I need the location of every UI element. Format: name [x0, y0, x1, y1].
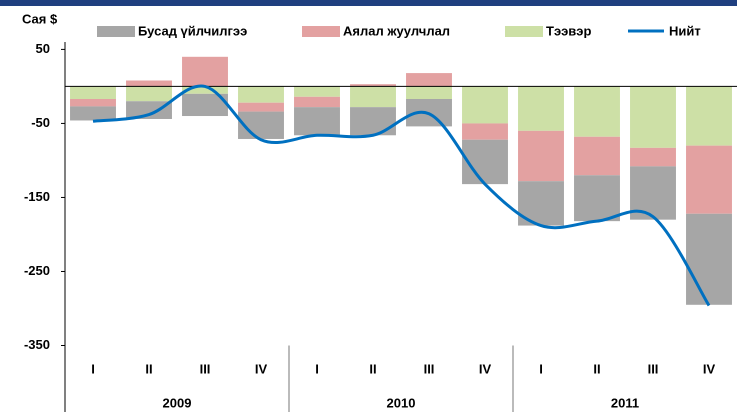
y-tick-label: -50	[31, 115, 50, 130]
legend-swatch	[505, 26, 543, 37]
bar-segment	[350, 107, 396, 136]
x-tick-label: III	[648, 361, 659, 376]
x-tick-label: III	[200, 361, 211, 376]
bar-segment	[630, 86, 676, 148]
bar-segment	[70, 86, 116, 99]
x-tick-label: II	[145, 361, 152, 376]
bar-segment	[574, 175, 620, 222]
bar-segment	[182, 86, 228, 94]
y-axis-label: Сая $	[22, 11, 58, 26]
x-tick-label: IV	[703, 361, 716, 376]
bar-segment	[350, 86, 396, 108]
bar-segment	[686, 86, 732, 146]
group-label: 2011	[611, 395, 639, 410]
x-tick-label: IV	[255, 361, 268, 376]
bar-segment	[686, 213, 732, 305]
bar-segment	[182, 93, 228, 117]
legend-label: Аялал жуулчлал	[343, 23, 450, 38]
legend-label: Нийт	[669, 23, 701, 38]
group-label: 2010	[387, 395, 416, 410]
bar-segment	[462, 123, 508, 140]
bar-segment	[630, 147, 676, 167]
y-tick-label: -150	[24, 189, 50, 204]
x-tick-label: I	[539, 361, 543, 376]
legend-swatch	[302, 26, 340, 37]
bar-segment	[686, 145, 732, 214]
bar-segment	[126, 86, 172, 102]
x-tick-label: II	[369, 361, 376, 376]
x-tick-label: I	[91, 361, 95, 376]
x-tick-label: III	[424, 361, 435, 376]
top-band	[0, 0, 737, 6]
y-tick-label: 50	[36, 41, 50, 56]
x-tick-label: IV	[479, 361, 492, 376]
legend-label: Бусад үйлчилгээ	[138, 23, 247, 38]
line	[92, 84, 711, 307]
bar-segment	[238, 86, 284, 103]
bar-segment	[182, 56, 228, 87]
group-label: 2009	[163, 395, 192, 410]
bar-segment	[518, 130, 564, 182]
bar-segment	[294, 107, 340, 136]
bar-segment	[126, 80, 172, 87]
bar-segment	[406, 86, 452, 99]
legend-swatch	[97, 26, 135, 37]
bar-segment	[294, 86, 340, 97]
bar-segment	[462, 86, 508, 124]
bar-segment	[350, 84, 396, 87]
bar-segment	[238, 102, 284, 112]
bar-segment	[574, 136, 620, 176]
legend-label: Тээвэр	[546, 23, 591, 38]
bar-segment	[126, 101, 172, 119]
y-tick-label: -250	[24, 263, 50, 278]
bar-segment	[518, 86, 564, 131]
y-tick-label: -350	[24, 337, 50, 352]
bar-segment	[70, 98, 116, 107]
bar-segment	[294, 96, 340, 108]
x-tick-label: I	[315, 361, 319, 376]
bar-segment	[406, 73, 452, 87]
bar-segment	[574, 86, 620, 137]
x-tick-label: II	[593, 361, 600, 376]
bar-segment	[70, 106, 116, 121]
